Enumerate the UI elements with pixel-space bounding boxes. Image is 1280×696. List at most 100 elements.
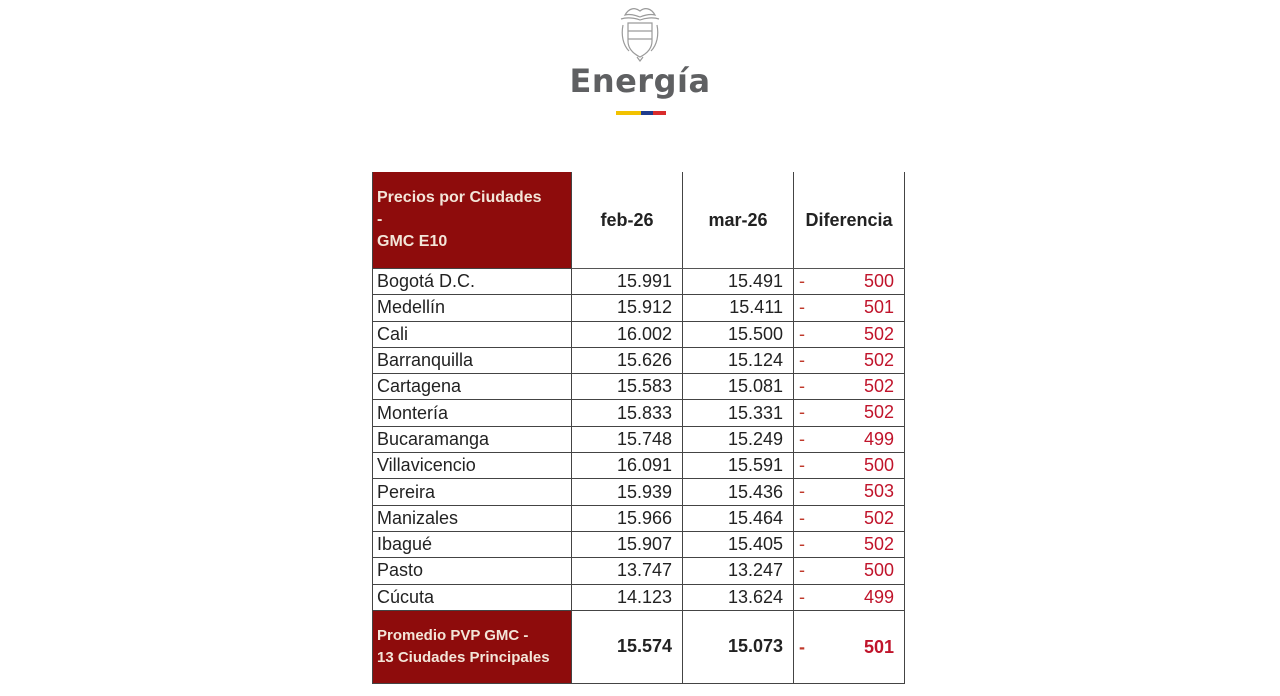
minus-sign: -: [799, 323, 805, 344]
title-line-1: Precios por Ciudades: [377, 189, 542, 206]
table-row: Medellín 15.912 15.411 - 501: [372, 294, 905, 322]
table-row: Cartagena 15.583 15.081 - 502: [372, 373, 905, 401]
flag-yellow: [616, 111, 641, 115]
feb-price-cell: 15.991: [571, 267, 683, 296]
total-difference-value: 501: [863, 636, 894, 657]
difference-cell: - 502: [793, 399, 905, 427]
city-cell: Pereira: [372, 478, 572, 506]
mar-price-cell: 15.124: [682, 346, 794, 375]
difference-cell: - 502: [793, 504, 905, 532]
difference-cell: - 502: [793, 320, 905, 348]
table-row: Bucaramanga 15.748 15.249 - 499: [372, 425, 905, 454]
city-cell: Medellín: [372, 294, 572, 322]
feb-price-cell: 15.912: [571, 294, 683, 322]
mar-price-cell: 15.500: [682, 320, 794, 348]
total-mar-cell: 15.073: [682, 609, 794, 684]
minus-sign: -: [799, 271, 805, 291]
minus-sign: -: [799, 586, 805, 607]
minus-sign: -: [799, 349, 805, 370]
difference-cell: - 500: [793, 267, 905, 296]
flag-stripe: [616, 111, 666, 115]
difference-value: 502: [863, 376, 894, 397]
table-row: Cúcuta 14.123 13.624 - 499: [372, 583, 905, 611]
difference-value: 502: [863, 323, 894, 344]
table-header-row: Precios por Ciudades - GMC E10 feb-26 ma…: [372, 172, 905, 269]
difference-value: 500: [863, 560, 894, 581]
city-cell: Pasto: [372, 557, 572, 585]
city-cell: Villavicencio: [372, 452, 572, 480]
mar-price-cell: 15.591: [682, 452, 794, 480]
difference-cell: - 500: [793, 452, 905, 480]
minus-sign: -: [799, 376, 805, 397]
difference-cell: - 502: [793, 346, 905, 375]
difference-cell: - 499: [793, 583, 905, 611]
difference-value: 503: [863, 481, 894, 502]
total-label-line-2: 13 Ciudades Principales: [377, 648, 550, 666]
city-cell: Ibagué: [372, 530, 572, 559]
city-cell: Bogotá D.C.: [372, 267, 572, 296]
feb-price-cell: 15.626: [571, 346, 683, 375]
feb-price-cell: 15.966: [571, 504, 683, 532]
difference-cell: - 502: [793, 373, 905, 401]
difference-value: 500: [863, 455, 894, 476]
table-row: Barranquilla 15.626 15.124 - 502: [372, 346, 905, 375]
minus-sign: -: [799, 481, 805, 502]
mar-price-cell: 15.249: [682, 425, 794, 454]
difference-cell: - 499: [793, 425, 905, 454]
minus-sign: -: [799, 560, 805, 581]
table-row: Manizales 15.966 15.464 - 502: [372, 504, 905, 532]
flag-blue: [641, 111, 653, 115]
table-title-cell: Precios por Ciudades - GMC E10: [372, 172, 572, 269]
difference-cell: - 502: [793, 530, 905, 559]
total-difference-cell: - 501: [793, 609, 905, 684]
title-line-2: -: [377, 211, 383, 228]
minus-sign: -: [799, 636, 805, 657]
city-cell: Cúcuta: [372, 583, 572, 611]
total-label-line-1: Promedio PVP GMC -: [377, 626, 529, 644]
mar-price-cell: 15.405: [682, 530, 794, 559]
difference-value: 499: [863, 586, 894, 607]
difference-value: 501: [863, 297, 894, 318]
mar-price-cell: 15.436: [682, 478, 794, 506]
mar-price-cell: 13.247: [682, 557, 794, 585]
difference-value: 499: [863, 428, 894, 449]
column-header-feb: feb-26: [571, 172, 683, 269]
total-row: Promedio PVP GMC - 13 Ciudades Principal…: [372, 609, 905, 684]
city-cell: Bucaramanga: [372, 425, 572, 454]
feb-price-cell: 16.002: [571, 320, 683, 348]
minus-sign: -: [799, 402, 805, 423]
difference-cell: - 500: [793, 557, 905, 585]
feb-price-cell: 15.833: [571, 399, 683, 427]
total-feb-cell: 15.574: [571, 609, 683, 684]
mar-price-cell: 15.081: [682, 373, 794, 401]
feb-price-cell: 13.747: [571, 557, 683, 585]
feb-price-cell: 15.583: [571, 373, 683, 401]
minus-sign: -: [799, 297, 805, 318]
mar-price-cell: 15.464: [682, 504, 794, 532]
feb-price-cell: 15.748: [571, 425, 683, 454]
mar-price-cell: 15.491: [682, 267, 794, 296]
column-header-diferencia: Diferencia: [793, 172, 905, 269]
table-row: Montería 15.833 15.331 - 502: [372, 399, 905, 427]
feb-price-cell: 15.907: [571, 530, 683, 559]
minus-sign: -: [799, 533, 805, 554]
minus-sign: -: [799, 507, 805, 528]
fuel-price-table: Precios por Ciudades - GMC E10 feb-26 ma…: [372, 172, 905, 684]
minus-sign: -: [799, 455, 805, 476]
table-row: Villavicencio 16.091 15.591 - 500: [372, 452, 905, 480]
coat-of-arms-icon: [620, 8, 660, 62]
feb-price-cell: 14.123: [571, 583, 683, 611]
difference-value: 502: [863, 533, 894, 554]
title-line-3: GMC E10: [377, 233, 448, 250]
difference-value: 502: [863, 507, 894, 528]
mar-price-cell: 13.624: [682, 583, 794, 611]
table-row: Pasto 13.747 13.247 - 500: [372, 557, 905, 585]
table-row: Bogotá D.C. 15.991 15.491 - 500: [372, 267, 905, 296]
minus-sign: -: [799, 428, 805, 449]
city-cell: Cartagena: [372, 373, 572, 401]
difference-cell: - 501: [793, 294, 905, 322]
column-header-mar: mar-26: [682, 172, 794, 269]
city-cell: Barranquilla: [372, 346, 572, 375]
flag-red: [653, 111, 666, 115]
total-label-cell: Promedio PVP GMC - 13 Ciudades Principal…: [372, 609, 572, 684]
